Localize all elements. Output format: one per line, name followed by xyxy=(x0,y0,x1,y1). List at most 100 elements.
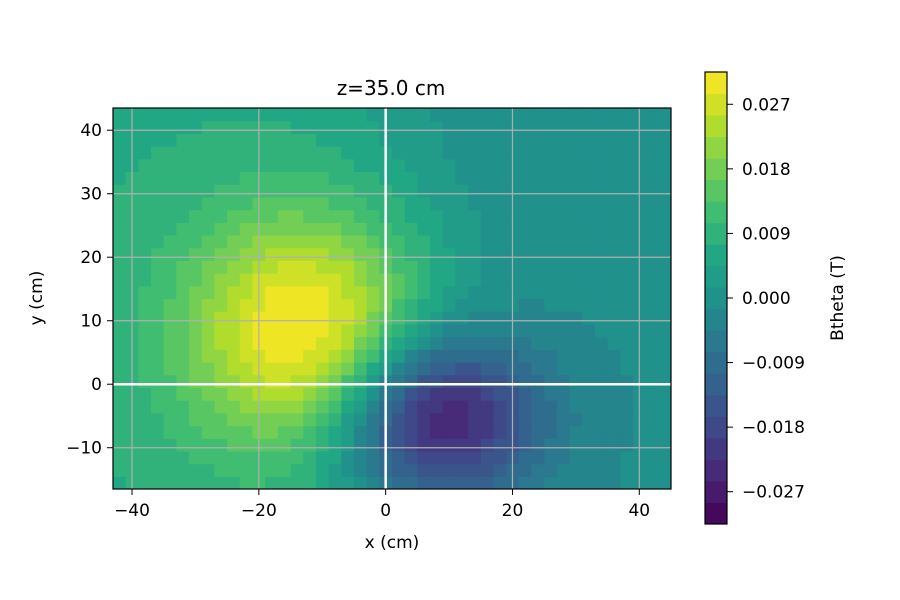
heatmap-cell xyxy=(290,362,304,376)
colorbar: −0.027 −0.018 −0.009 0.000 0.009 0.018 0.027 B… xyxy=(704,71,848,525)
heatmap-cell xyxy=(645,120,659,134)
heatmap-cell xyxy=(163,247,178,261)
heatmap-cell xyxy=(620,184,634,198)
heatmap-cell xyxy=(239,298,254,312)
heatmap-cell xyxy=(430,146,444,160)
heatmap-cell xyxy=(480,120,495,134)
colorbar-tick-label: 0.027 xyxy=(742,95,791,115)
heatmap-cell xyxy=(544,133,558,147)
heatmap-cell xyxy=(582,209,596,223)
heatmap-cell xyxy=(189,362,203,376)
heatmap-cell xyxy=(658,387,671,401)
heatmap-cell xyxy=(176,463,190,477)
heatmap-cell xyxy=(569,412,583,427)
heatmap-cell xyxy=(163,298,178,312)
heatmap-cell xyxy=(239,438,254,452)
heatmap-cell xyxy=(290,273,304,287)
heatmap-cell xyxy=(151,222,165,236)
heatmap-cell xyxy=(328,387,342,401)
heatmap-cell xyxy=(163,133,178,147)
heatmap-cell xyxy=(518,323,533,338)
heatmap-cell xyxy=(607,273,621,287)
heatmap-cell xyxy=(544,336,558,350)
heatmap-cell xyxy=(645,273,659,287)
heatmap-cell xyxy=(493,273,507,287)
heatmap-cell xyxy=(455,209,469,223)
heatmap-cell xyxy=(353,209,368,223)
colorbar-band xyxy=(705,351,727,374)
heatmap-cell xyxy=(430,336,444,350)
heatmap-cell xyxy=(392,108,406,122)
heatmap-cell xyxy=(113,120,127,134)
heatmap-cell xyxy=(290,323,304,338)
heatmap-cell xyxy=(214,400,228,414)
heatmap-cell xyxy=(113,374,127,388)
y-axis-label: y (cm) xyxy=(27,271,47,326)
heatmap-cell xyxy=(455,476,469,489)
heatmap-cell xyxy=(556,108,571,122)
heatmap-cell xyxy=(569,184,583,198)
heatmap-cell xyxy=(518,235,533,249)
heatmap-cell xyxy=(607,387,621,401)
heatmap-cell xyxy=(303,247,317,261)
heatmap-cell xyxy=(468,476,482,489)
heatmap-cell xyxy=(290,260,304,274)
heatmap-cell xyxy=(151,438,165,452)
heatmap-cell xyxy=(404,336,418,350)
heatmap-cell xyxy=(315,450,330,465)
heatmap-cell xyxy=(341,374,355,388)
heatmap-cell xyxy=(151,323,165,338)
heatmap-cell xyxy=(658,374,671,388)
heatmap-cell xyxy=(607,425,621,439)
heatmap-cell xyxy=(277,273,292,287)
heatmap-cell xyxy=(303,120,317,134)
heatmap-cell xyxy=(113,273,127,287)
heatmap-cell xyxy=(594,362,609,376)
heatmap-cell xyxy=(328,476,342,489)
heatmap-cell xyxy=(544,438,558,452)
heatmap-cell xyxy=(315,158,330,173)
heatmap-cell xyxy=(201,108,216,122)
heatmap-cell xyxy=(290,108,304,122)
heatmap-cell xyxy=(645,209,659,223)
colorbar-band xyxy=(705,136,727,159)
heatmap-cell xyxy=(353,438,368,452)
heatmap-cell xyxy=(658,260,671,274)
heatmap-cell xyxy=(392,247,406,261)
heatmap-cell xyxy=(290,285,304,300)
heatmap-cell xyxy=(392,336,406,350)
heatmap-cell xyxy=(151,273,165,287)
heatmap-cell xyxy=(569,450,583,465)
heatmap-cell xyxy=(493,209,507,223)
heatmap-cell xyxy=(189,184,203,198)
heatmap-cell xyxy=(442,450,457,465)
heatmap-cell xyxy=(468,285,482,300)
heatmap-cell xyxy=(353,387,368,401)
heatmap-cell xyxy=(163,438,178,452)
heatmap-cell xyxy=(620,336,634,350)
heatmap-cell xyxy=(239,184,254,198)
heatmap-cell xyxy=(265,412,279,427)
heatmap-cell xyxy=(227,196,241,211)
x-axis-label: x (cm) xyxy=(365,533,420,553)
heatmap-cell xyxy=(239,171,254,185)
heatmap-cell xyxy=(201,311,216,325)
heatmap-cell xyxy=(531,247,545,261)
heatmap-cell xyxy=(480,171,495,185)
heatmap-cell xyxy=(138,298,152,312)
heatmap-cell xyxy=(518,108,533,122)
heatmap-cell xyxy=(645,476,659,489)
heatmap-cell xyxy=(176,158,190,173)
heatmap-cell xyxy=(366,133,380,147)
heatmap-cell xyxy=(328,260,342,274)
heatmap-cell xyxy=(607,412,621,427)
heatmap-cell xyxy=(645,146,659,160)
heatmap-cell xyxy=(430,400,444,414)
heatmap-cell xyxy=(138,171,152,185)
heatmap-cell xyxy=(176,450,190,465)
colorbar-tick-label: 0.018 xyxy=(742,160,791,180)
heatmap-cell xyxy=(227,311,241,325)
heatmap-cell xyxy=(290,196,304,211)
heatmap-cell xyxy=(658,247,671,261)
colorbar-band xyxy=(705,222,727,245)
